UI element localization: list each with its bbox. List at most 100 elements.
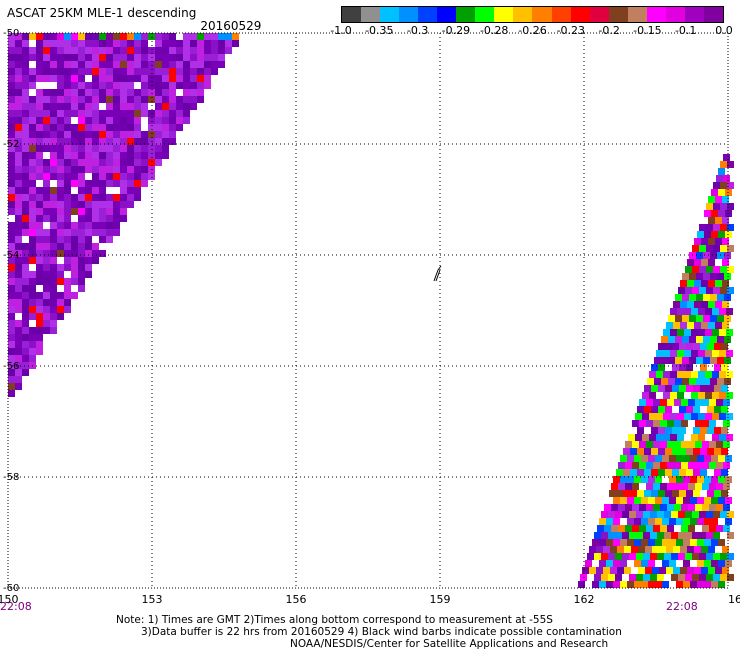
data-cell [711,560,718,567]
colorbar-segment [380,7,400,22]
data-cell [29,355,36,362]
data-cell [624,567,631,574]
data-cell [134,131,141,138]
data-cell [197,54,204,61]
data-cell [710,378,717,385]
data-cell [8,292,15,299]
data-cell [8,341,15,348]
data-cell [78,250,85,257]
data-cell [169,103,176,110]
data-cell [632,504,639,511]
data-cell [22,152,29,159]
data-cell [648,455,655,462]
data-cell [692,511,699,518]
data-cell [134,40,141,47]
data-cell [627,518,634,525]
data-cell [169,61,176,68]
data-cell [654,378,661,385]
data-cell [71,124,78,131]
data-cell [176,75,183,82]
data-cell [690,539,697,546]
data-cell [707,427,714,434]
data-cell [587,574,594,581]
data-cell [15,96,22,103]
data-cell [8,117,15,124]
data-cell [717,336,724,343]
data-cell [706,266,713,273]
data-cell [50,292,57,299]
data-cell [8,187,15,194]
data-cell [705,371,712,378]
data-cell [709,483,716,490]
data-cell [702,441,709,448]
data-cell [726,329,733,336]
data-cell [113,40,120,47]
data-cell [113,75,120,82]
data-cell [169,75,176,82]
data-cell [8,159,15,166]
data-cell [649,392,656,399]
data-cell [57,180,64,187]
data-cell [50,250,57,257]
data-cell [704,581,711,588]
data-cell [106,82,113,89]
data-cell [670,413,677,420]
data-cell [720,287,727,294]
colorbar-segment [342,7,362,22]
data-cell [15,117,22,124]
note-line-2: 3)Data buffer is 22 hrs from 20160529 4)… [141,626,622,638]
data-cell [162,96,169,103]
data-cell [717,273,724,280]
data-cell [22,40,29,47]
data-cell [22,208,29,215]
data-cell [29,103,36,110]
data-cell [668,357,675,364]
data-cell [726,392,733,399]
data-cell [64,173,71,180]
data-cell [64,201,71,208]
data-cell [43,194,50,201]
data-cell [43,117,50,124]
data-cell [702,420,709,427]
data-cell [652,546,659,553]
colorbar-label: -0.1 [674,24,697,37]
data-cell [8,61,15,68]
colorbar-label: -0.29 [441,24,471,37]
data-cell [709,420,716,427]
data-cell [29,243,36,250]
colorbar-segment [570,7,590,22]
data-cell [36,117,43,124]
data-cell [22,236,29,243]
note-line-1: Note: 1) Times are GMT 2)Times along bot… [116,614,553,626]
data-cell [630,448,637,455]
data-cell [113,222,120,229]
data-cell [726,434,733,441]
data-cell [616,490,623,497]
data-cell [664,532,671,539]
data-cell [720,266,727,273]
data-cell [162,68,169,75]
data-cell [43,250,50,257]
data-cell [106,47,113,54]
data-cell [50,131,57,138]
data-cell [36,292,43,299]
data-cell [608,511,615,518]
data-cell [709,441,716,448]
data-cell [15,194,22,201]
data-cell [78,257,85,264]
data-cell [22,362,29,369]
data-cell [106,187,113,194]
data-cell [630,469,637,476]
data-cell [713,532,720,539]
data-cell [15,250,22,257]
data-cell [92,117,99,124]
data-cell [708,301,715,308]
data-cell [662,518,669,525]
data-cell [710,357,717,364]
data-cell [120,215,127,222]
data-cell [610,567,617,574]
data-cell [655,518,662,525]
data-cell [148,68,155,75]
data-cell [677,329,684,336]
data-cell [658,406,665,413]
